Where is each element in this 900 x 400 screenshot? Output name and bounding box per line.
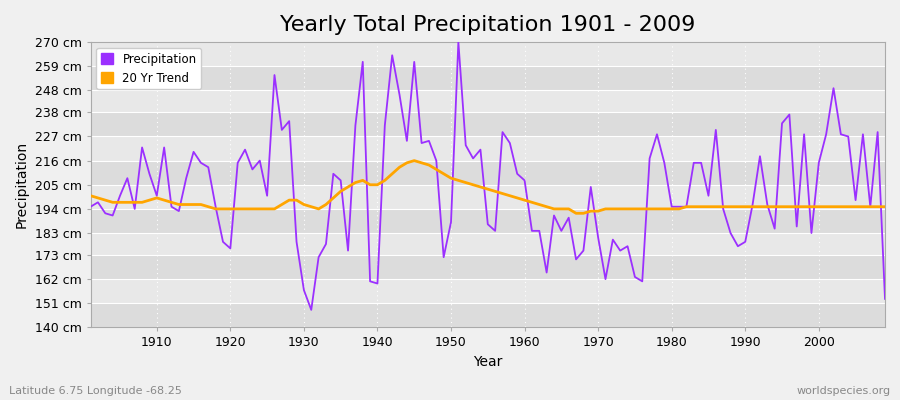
Text: Latitude 6.75 Longitude -68.25: Latitude 6.75 Longitude -68.25 xyxy=(9,386,182,396)
Bar xyxy=(91,90,885,112)
Bar xyxy=(91,255,885,279)
Bar xyxy=(91,136,885,161)
Bar xyxy=(91,185,885,209)
Text: worldspecies.org: worldspecies.org xyxy=(796,386,891,396)
X-axis label: Year: Year xyxy=(473,355,502,369)
Bar xyxy=(91,233,885,255)
Title: Yearly Total Precipitation 1901 - 2009: Yearly Total Precipitation 1901 - 2009 xyxy=(280,15,696,35)
Bar xyxy=(91,209,885,233)
Bar xyxy=(91,303,885,328)
Legend: Precipitation, 20 Yr Trend: Precipitation, 20 Yr Trend xyxy=(96,48,202,89)
Bar xyxy=(91,279,885,303)
Bar xyxy=(91,161,885,185)
Bar xyxy=(91,42,885,66)
Bar xyxy=(91,112,885,136)
Bar xyxy=(91,66,885,90)
Y-axis label: Precipitation: Precipitation xyxy=(15,141,29,228)
